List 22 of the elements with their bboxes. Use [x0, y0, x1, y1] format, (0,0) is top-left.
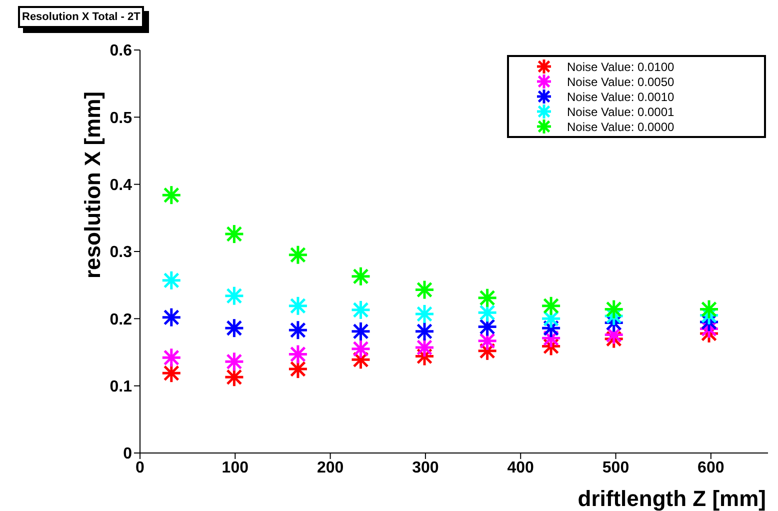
x-tick-label: 400 — [507, 459, 534, 476]
y-tick-label: 0.3 — [110, 244, 132, 262]
legend-label: Noise Value: 0.0000 — [567, 120, 674, 134]
legend-label: Noise Value: 0.0100 — [567, 60, 674, 74]
x-tick-label: 100 — [222, 459, 249, 476]
x-tick-label: 600 — [698, 459, 724, 476]
y-axis-title: resolution X [mm] — [80, 91, 105, 279]
y-tick-label: 0 — [123, 446, 132, 463]
y-tick-label: 0.4 — [110, 177, 132, 194]
x-tick-label: 500 — [602, 459, 630, 476]
legend-label: Noise Value: 0.0050 — [567, 74, 674, 88]
y-tick-label: 0.2 — [110, 311, 132, 328]
x-tick-label: 300 — [412, 459, 439, 476]
legend-label: Noise Value: 0.0010 — [567, 90, 674, 104]
x-tick-label: 0 — [136, 459, 145, 476]
chart-title: Resolution X Total - 2T — [18, 6, 144, 28]
legend-label: Noise Value: 0.0001 — [567, 104, 674, 118]
x-axis-title: driftlength Z [mm] — [578, 486, 766, 511]
y-tick-label: 0.6 — [110, 42, 132, 60]
y-tick-label: 0.5 — [110, 110, 132, 127]
x-tick-label: 200 — [316, 459, 344, 476]
y-tick-label: 0.1 — [110, 378, 132, 396]
